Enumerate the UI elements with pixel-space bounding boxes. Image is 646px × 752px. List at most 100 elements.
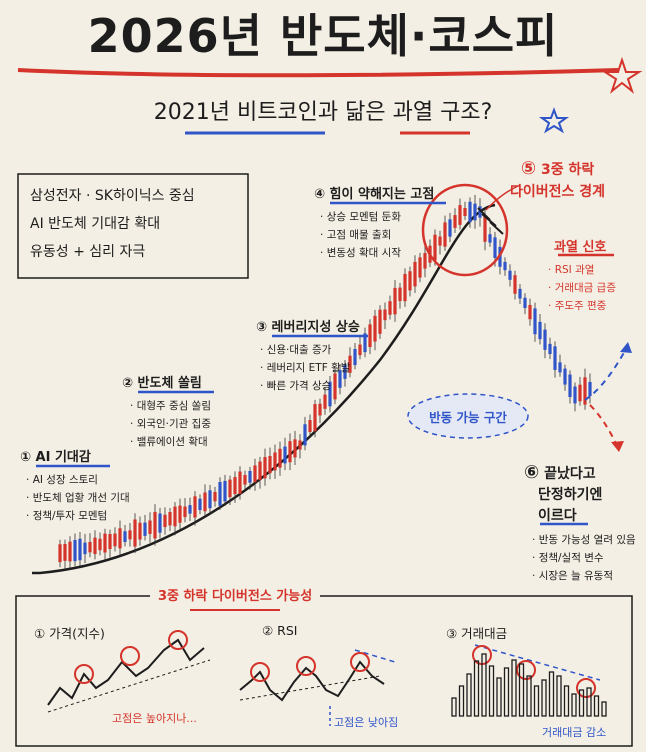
candle-body <box>283 446 287 464</box>
candle-body <box>218 482 222 506</box>
stage-number: ④ <box>314 187 326 202</box>
volume-bar <box>526 675 532 717</box>
candle-body <box>548 343 552 355</box>
stage-bullet: 반도체 업황 개선 기대 <box>32 492 130 504</box>
price-peak-marker <box>120 646 140 666</box>
candle-body <box>543 329 547 350</box>
stage-number: ② <box>122 376 134 391</box>
decline-arrow <box>589 404 619 449</box>
stage-bullet: 시장은 늘 유동적 <box>538 570 613 582</box>
decline-arrowhead <box>611 441 624 452</box>
page-subtitle: 2021년 비트코인과 닮은 과열 구조? <box>153 100 493 125</box>
panel-title-price: ① 가격(지수) <box>34 626 105 641</box>
volume-bar <box>563 685 570 717</box>
stage-bullet: 정책/실적 변수 <box>538 552 604 564</box>
rsi-peak-marker <box>296 656 316 676</box>
candle-body <box>568 374 572 398</box>
divergence-arrows <box>477 207 504 235</box>
candle-body <box>248 470 252 483</box>
candle-body <box>558 362 562 373</box>
note-line: AI 반도체 기대감 확대 <box>30 216 161 232</box>
candle-body <box>333 373 337 400</box>
candle-body <box>103 533 107 553</box>
volume-bar <box>586 687 592 717</box>
volume-panel <box>451 644 607 717</box>
stage-title: 3중 하락 <box>540 162 595 178</box>
candle-body <box>583 377 587 405</box>
candle-body <box>273 452 277 471</box>
volume-peak-marker <box>576 678 596 698</box>
candle-body <box>258 461 262 481</box>
candle-body <box>373 315 377 342</box>
candle-body <box>488 234 492 243</box>
candle-body <box>108 534 112 550</box>
stage-bullet: 고점 매물 출회 <box>326 229 392 241</box>
candle-body <box>153 511 157 539</box>
rsi-peak-marker <box>250 662 270 682</box>
stage-bullet: 밸류에이션 확대 <box>136 436 208 448</box>
stage-bullet: AI 성장 스토리 <box>32 474 98 486</box>
candle-body <box>213 491 217 502</box>
candle-body <box>113 533 117 547</box>
bottom-box <box>15 595 633 747</box>
volume-bar <box>481 653 487 717</box>
note-line: 유동성 + 심리 자극 <box>30 244 146 260</box>
stage-bullet: 정책/투자 모멘텀 <box>32 510 108 522</box>
candle-body <box>148 520 152 534</box>
volume-bar <box>571 693 577 717</box>
candle-body <box>398 287 402 302</box>
candle-body <box>513 275 517 294</box>
stage-4: ④ 힘이 약해지는 고점 · 상승 모멘텀 둔화 · 고점 매물 출회 · 변동… <box>314 187 435 259</box>
stage-title: AI 기대감 <box>35 450 91 465</box>
panel-title-volume: ③ 거래대금 <box>446 626 508 641</box>
candle-body <box>318 403 322 416</box>
candle-body <box>168 512 172 526</box>
stage-title: 레버리지성 상승 <box>271 320 360 335</box>
candle-body <box>233 477 237 495</box>
panel-note-price: 고점은 높아지나... <box>112 712 197 725</box>
volume-bar <box>496 677 502 717</box>
candle-body <box>368 324 372 348</box>
stage-title-line2: 다이버전스 경계 <box>510 184 606 200</box>
candle-body <box>308 420 312 433</box>
stage-number: ⑥ <box>524 462 540 483</box>
candle-body <box>353 348 357 366</box>
rsi-divergence-line <box>354 649 396 663</box>
candle-body <box>63 543 67 561</box>
candle-body <box>418 257 422 278</box>
overheat-signal: 과열 신호 · RSI 과열 · 거래대금 급증 · 주도주 편중 <box>540 236 616 315</box>
stage-bullet: 대형주 중심 쏠림 <box>136 400 211 412</box>
candle-body <box>528 304 532 320</box>
volume-bar <box>466 673 472 717</box>
candle-body <box>173 506 177 527</box>
candle-body <box>158 513 162 533</box>
candle-body <box>198 498 202 511</box>
candle-body <box>88 541 92 553</box>
bottom-heading: 3중 하락 다이버전스 가능성 <box>150 585 321 604</box>
volume-bar <box>541 679 547 717</box>
volume-bar <box>458 685 465 717</box>
stage-title-line2: 단정하기엔 <box>538 487 603 503</box>
callout-line <box>485 184 521 211</box>
candle-body <box>243 475 247 485</box>
stage-2: ② 반도체 쏠림 · 대형주 중심 쏠림 · 외국인·기관 집중 · 밸류에이션… <box>122 376 211 448</box>
candle-body <box>68 541 72 562</box>
candle-body <box>78 538 82 561</box>
candle-body <box>203 492 207 512</box>
page-title: 2026년 반도체·코스피 <box>87 9 559 63</box>
overheat-bullet: RSI 과열 <box>554 264 595 276</box>
rsi-peak-marker <box>350 652 370 672</box>
candle-body <box>458 205 462 225</box>
candle-body <box>363 333 367 353</box>
top-note: 삼성전자 · SK하이닉스 중심 AI 반도체 기대감 확대 유동성 + 심리 … <box>30 182 195 266</box>
panel-title-rsi: ② RSI <box>262 623 298 638</box>
volume-bar <box>548 671 555 717</box>
volume-bar <box>533 685 540 717</box>
candle-body <box>303 424 307 446</box>
volume-peak-marker <box>516 660 536 680</box>
candle-body <box>573 386 577 404</box>
stage-1: ① AI 기대감 · AI 성장 스토리 · 반도체 업황 개선 기대 · 정책… <box>20 450 130 522</box>
volume-bar <box>473 660 480 717</box>
stage-number: ③ <box>256 320 268 335</box>
stage-bullet: 레버리지 ETF 활발 <box>266 362 351 374</box>
